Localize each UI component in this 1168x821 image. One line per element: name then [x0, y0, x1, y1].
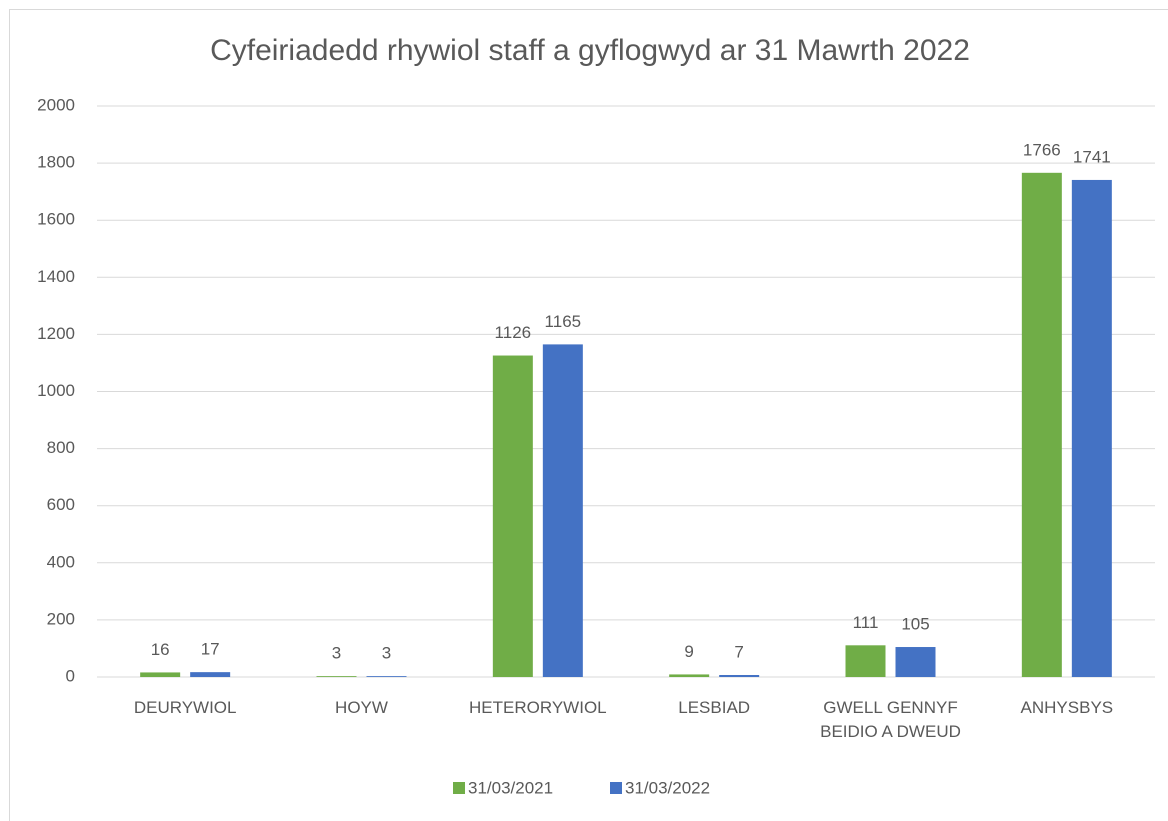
chart-frame [9, 9, 1168, 821]
x-tick-label: DEURYWIOL [133, 698, 237, 717]
bar [719, 675, 760, 677]
bar [1021, 172, 1062, 677]
y-tick-label: 1600 [37, 210, 75, 229]
data-label: 3 [382, 644, 391, 663]
y-tick-label: 1800 [37, 153, 75, 172]
bar [895, 647, 936, 677]
data-label: 111 [853, 613, 879, 632]
y-tick-label: 2000 [37, 95, 75, 114]
bar [190, 672, 231, 677]
bar [492, 355, 533, 677]
legend-label: 31/03/2021 [468, 778, 553, 797]
x-tick-label: LESBIAD [678, 698, 751, 717]
bar [140, 672, 181, 677]
legend-label: 31/03/2022 [625, 778, 710, 797]
data-label: 105 [901, 615, 929, 634]
data-label: 1766 [1023, 140, 1061, 159]
data-label: 7 [734, 642, 743, 661]
bar [845, 645, 886, 677]
data-label: 17 [201, 640, 220, 659]
data-label: 16 [151, 640, 170, 659]
x-tick-label: HOYW [335, 698, 388, 717]
legend-swatch [453, 782, 465, 794]
data-label: 1165 [545, 312, 582, 331]
data-label: 1741 [1073, 147, 1111, 166]
bar [316, 676, 357, 677]
bar [366, 676, 407, 677]
y-tick-label: 600 [47, 495, 75, 514]
bar [1071, 179, 1112, 677]
y-tick-label: 800 [47, 438, 75, 457]
data-label: 1126 [495, 323, 532, 342]
y-tick-label: 1000 [37, 381, 75, 400]
y-tick-label: 0 [66, 666, 75, 685]
y-tick-label: 200 [47, 609, 75, 628]
bar [669, 674, 710, 677]
data-label: 3 [332, 644, 341, 663]
x-tick-label: ANHYSBYS [1020, 698, 1114, 717]
bar [542, 344, 583, 677]
y-tick-label: 1400 [37, 267, 75, 286]
y-tick-label: 1200 [37, 324, 75, 343]
data-label: 9 [684, 642, 693, 661]
x-tick-label: HETERORYWIOL [469, 698, 607, 717]
chart-title: Cyfeiriadedd rhywiol staff a gyflogwyd a… [210, 34, 970, 67]
legend-swatch [610, 782, 622, 794]
y-tick-label: 400 [47, 552, 75, 571]
x-tick-label: GWELL GENNYF BEIDIO A DWEUD [820, 698, 961, 741]
